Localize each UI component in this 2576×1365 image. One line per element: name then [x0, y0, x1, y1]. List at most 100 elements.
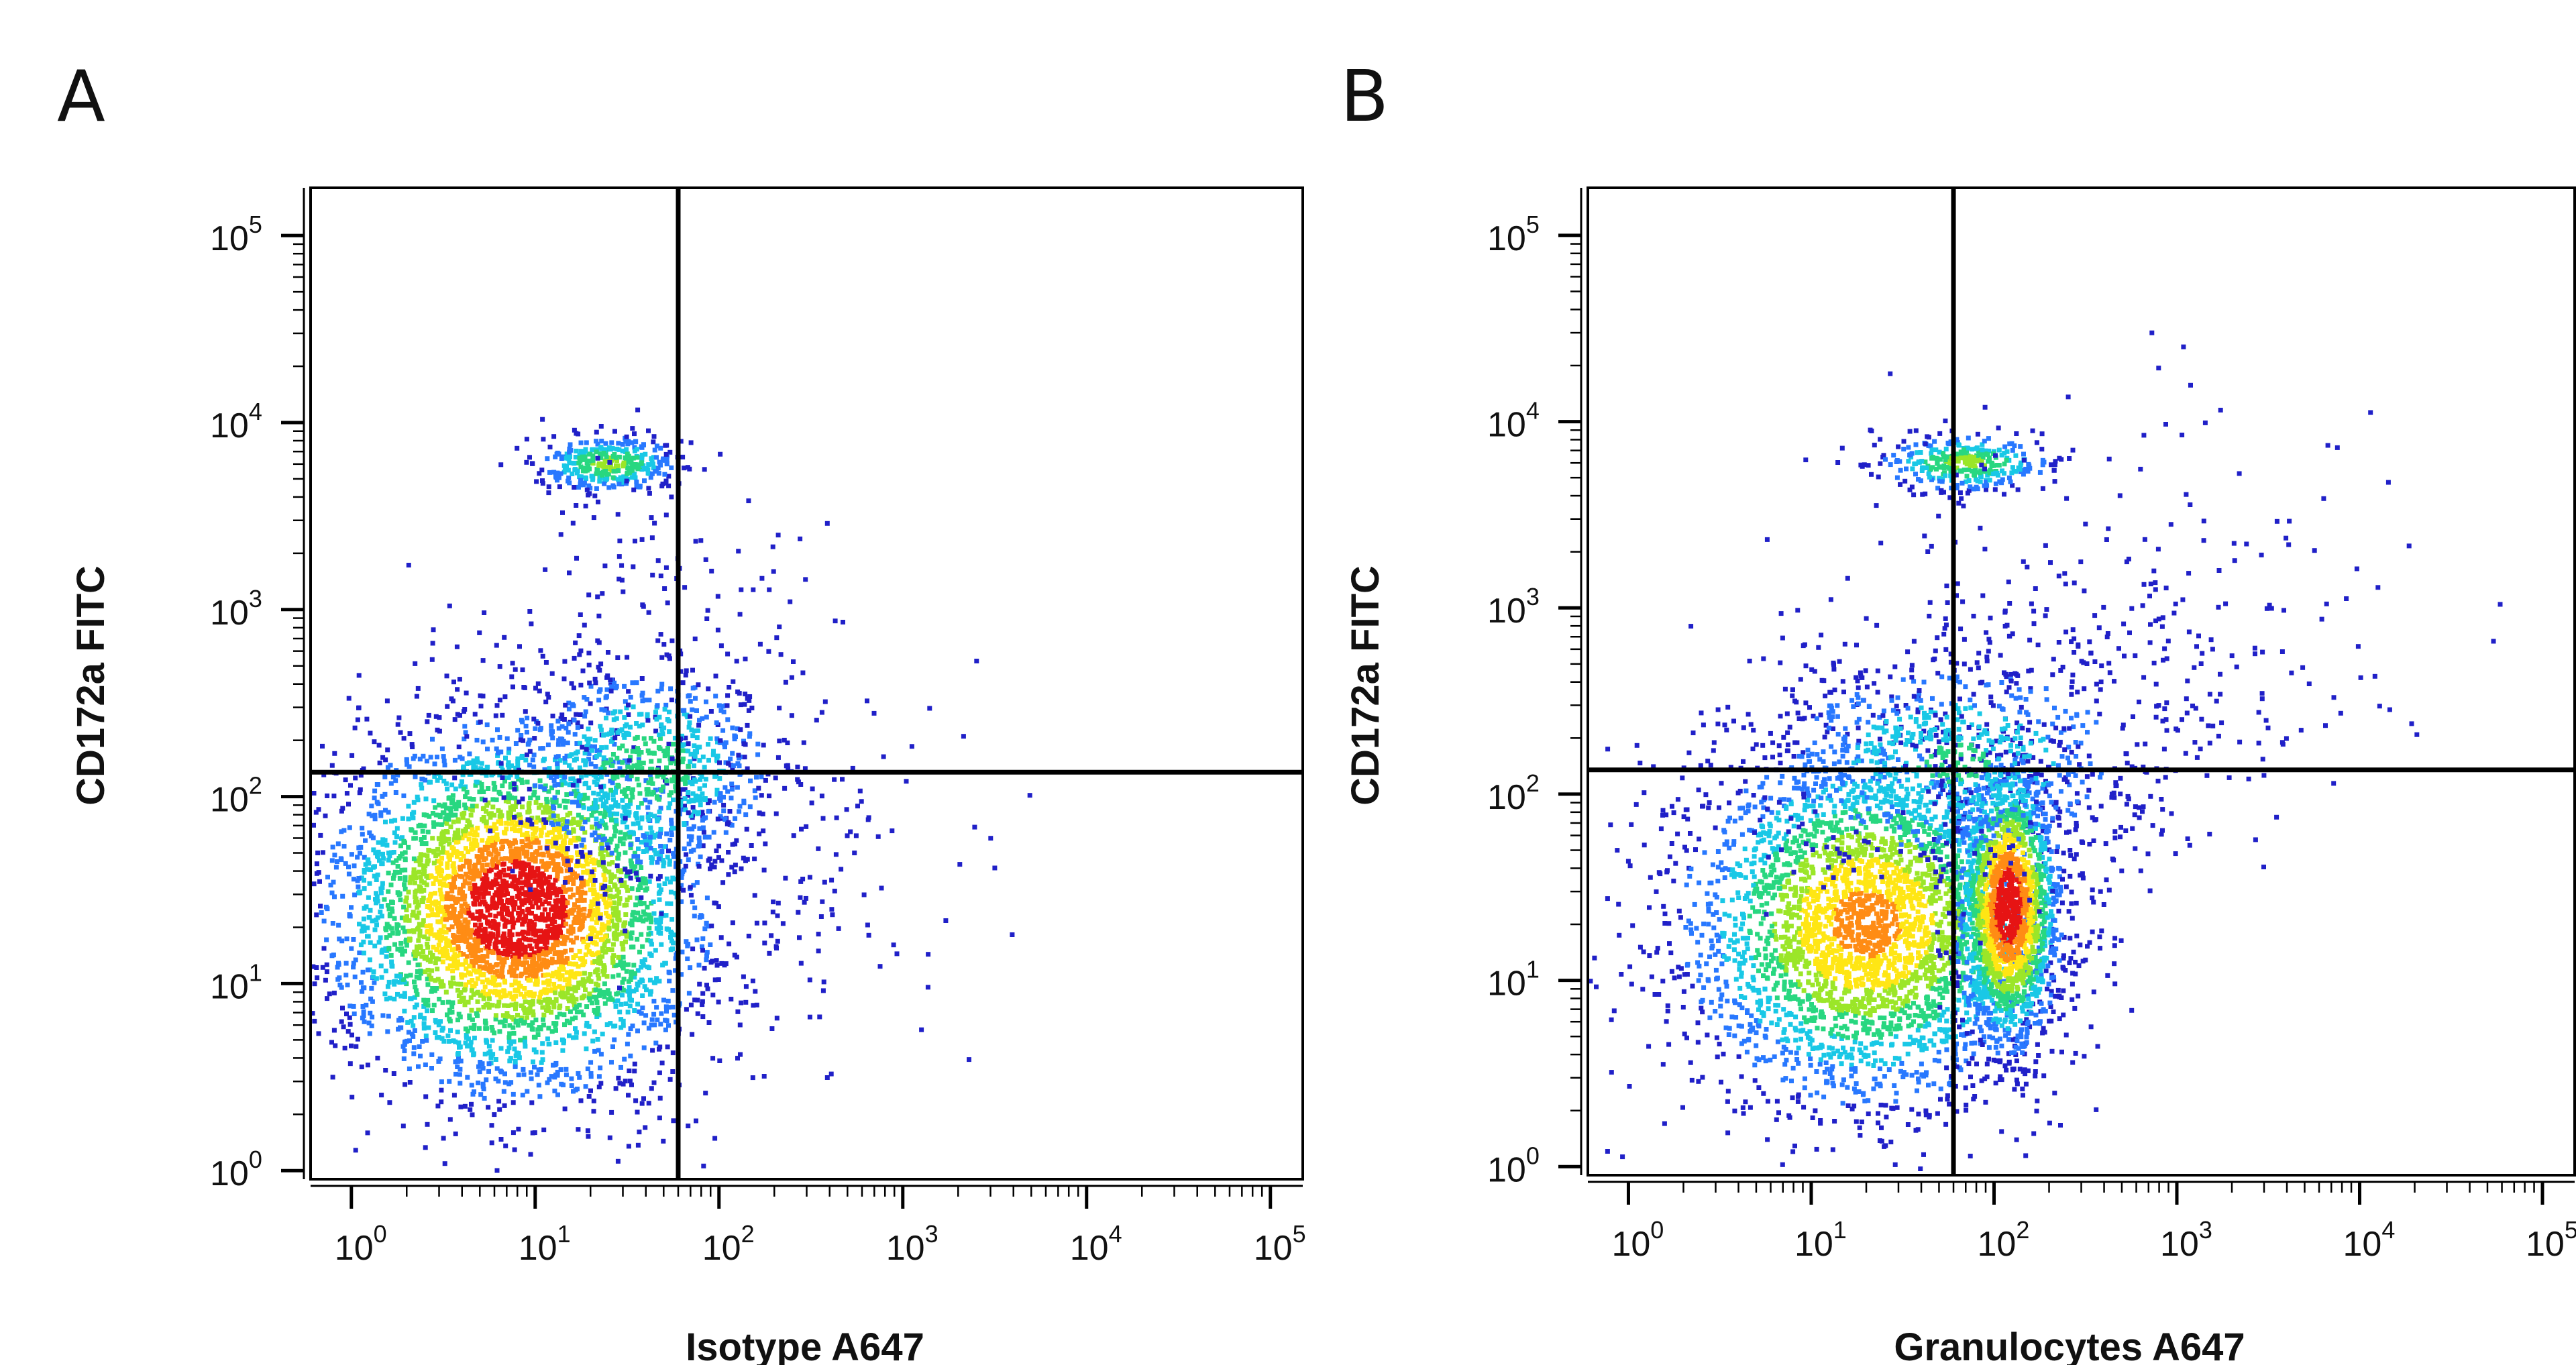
event-dot	[431, 901, 436, 906]
event-dot	[572, 985, 578, 990]
event-dot	[592, 959, 598, 964]
event-dot	[482, 932, 487, 938]
event-dot	[413, 870, 418, 875]
event-dot	[533, 1018, 539, 1023]
event-dot	[642, 957, 647, 963]
event-dot	[598, 1052, 604, 1057]
event-dot	[757, 831, 762, 836]
event-dot	[679, 899, 684, 904]
event-dot	[502, 892, 507, 897]
event-dot	[402, 867, 408, 873]
event-dot	[451, 880, 456, 885]
event-dot	[635, 407, 641, 413]
event-dot	[369, 985, 374, 991]
event-dot	[598, 851, 603, 857]
event-dot	[512, 781, 517, 787]
event-dot	[357, 790, 362, 796]
event-dot	[314, 861, 319, 867]
event-dot	[419, 785, 425, 791]
event-dot	[374, 922, 379, 928]
event-dot	[540, 1057, 545, 1062]
event-dot	[519, 962, 525, 967]
event-dot	[427, 898, 432, 903]
event-dot	[455, 1064, 460, 1069]
event-dot	[507, 821, 512, 826]
event-dot	[576, 971, 581, 977]
event-dot	[496, 1099, 502, 1104]
event-dot	[704, 895, 710, 901]
event-dot	[629, 440, 635, 445]
event-dot	[673, 784, 678, 789]
event-dot	[481, 895, 486, 899]
event-dot	[506, 840, 511, 845]
event-dot	[343, 961, 349, 966]
event-dot	[564, 1067, 569, 1072]
event-dot	[526, 824, 531, 829]
event-dot	[576, 916, 582, 921]
event-dot	[429, 907, 435, 912]
event-dot	[471, 1052, 476, 1058]
event-dot	[449, 1004, 455, 1009]
event-dot	[468, 950, 474, 955]
event-dot	[651, 434, 657, 439]
event-dot	[521, 1072, 527, 1077]
event-dot	[400, 835, 405, 840]
event-dot	[623, 912, 629, 917]
event-dot	[691, 847, 696, 853]
event-dot	[537, 916, 542, 920]
event-dot	[650, 1048, 655, 1053]
event-dot	[551, 981, 557, 987]
event-dot	[468, 1025, 474, 1030]
event-dot	[488, 936, 493, 941]
event-dot	[614, 684, 619, 689]
event-dot	[510, 820, 515, 826]
event-dot	[573, 838, 578, 843]
event-dot	[443, 917, 449, 922]
event-dot	[568, 894, 573, 899]
event-dot	[525, 908, 531, 913]
event-dot	[511, 684, 515, 690]
event-dot	[451, 1093, 457, 1098]
event-dot	[658, 462, 663, 468]
event-dot	[520, 1093, 525, 1098]
event-dot	[374, 976, 379, 981]
event-dot	[615, 998, 621, 1003]
event-dot	[509, 973, 515, 978]
event-dot	[613, 907, 619, 912]
event-dot	[528, 990, 533, 995]
event-dot	[455, 987, 460, 993]
event-dot	[631, 869, 636, 873]
event-dot	[654, 1005, 659, 1010]
event-dot	[527, 926, 532, 932]
event-dot	[584, 1046, 589, 1052]
event-dot	[785, 741, 790, 745]
event-dot	[516, 1073, 521, 1078]
event-dot	[720, 728, 726, 733]
event-dot	[511, 962, 516, 967]
event-dot	[341, 1024, 346, 1030]
event-dot	[358, 773, 364, 778]
event-dot	[311, 791, 317, 796]
event-dot	[646, 462, 651, 468]
event-dot	[504, 993, 509, 998]
event-dot	[429, 874, 434, 879]
event-dot	[401, 736, 407, 741]
event-dot	[470, 868, 475, 873]
event-dot	[513, 1001, 519, 1007]
event-dot	[646, 428, 651, 433]
event-dot	[581, 758, 586, 763]
event-dot	[360, 969, 366, 975]
event-dot	[383, 808, 388, 813]
event-dot	[577, 1075, 582, 1080]
event-dot	[566, 721, 572, 726]
event-dot	[530, 1009, 535, 1014]
event-dot	[573, 1015, 578, 1020]
event-dot	[353, 957, 358, 963]
event-dot	[689, 834, 694, 839]
event-dot	[468, 812, 474, 818]
event-dot	[448, 824, 453, 830]
event-dot	[569, 681, 574, 686]
event-dot	[552, 1088, 557, 1093]
event-dot	[590, 873, 596, 878]
event-dot	[706, 858, 711, 863]
